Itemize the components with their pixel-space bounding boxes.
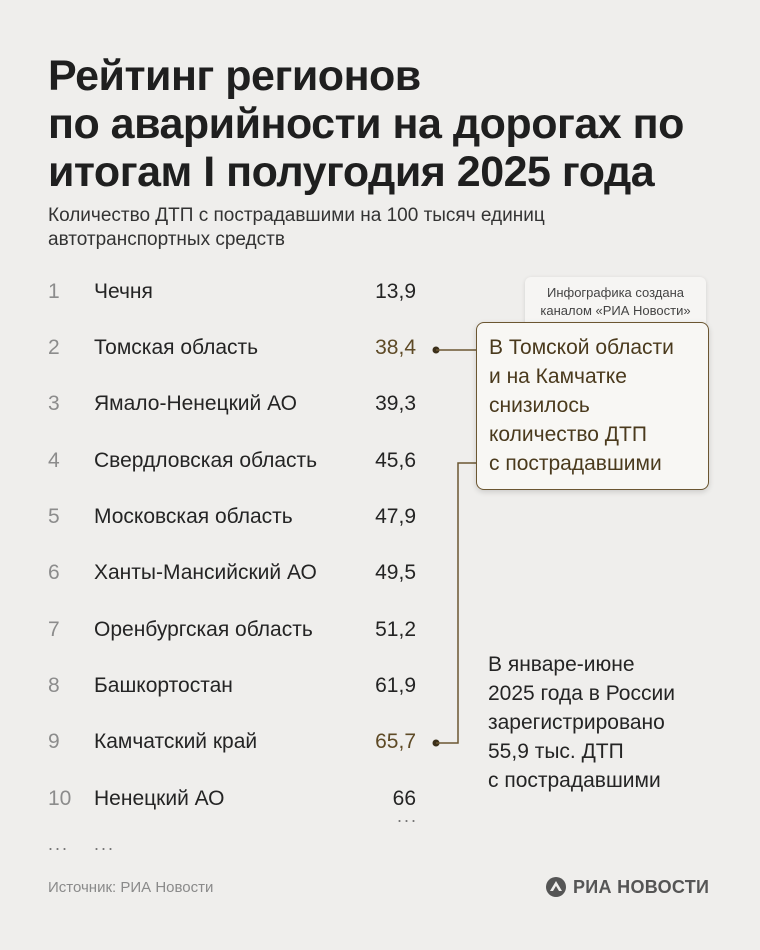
accident-rate: 61,9 xyxy=(375,674,416,697)
callout-line-1: В Томской области xyxy=(489,336,674,359)
region-name: Камчатский край xyxy=(94,730,258,753)
rank-number: 4 xyxy=(48,449,60,472)
region-name: Свердловская область xyxy=(94,449,318,472)
source-label: Источник: РИА Новости xyxy=(48,879,214,896)
note-line-1: В январе-июне xyxy=(488,653,635,676)
ranking-row: 9 Камчатский край 65,7 xyxy=(0,722,440,762)
region-name: Московская область xyxy=(94,505,293,528)
rank-number: 2 xyxy=(48,336,60,359)
ranking-row: 1 Чечня 13,9 xyxy=(0,272,440,312)
rank-ellipsis: ... xyxy=(48,834,70,854)
ranking-row: 2 Томская область 38,4 xyxy=(0,328,440,368)
accident-rate: 38,4 xyxy=(375,336,416,359)
note-line-4: 55,9 тыс. ДТП xyxy=(488,740,624,763)
callout-line-5: с пострадавшими xyxy=(489,452,662,475)
ranking-row: 8 Башкортостан 61,9 xyxy=(0,666,440,706)
rank-number: 10 xyxy=(48,787,72,810)
accident-rate: 13,9 xyxy=(375,280,416,303)
title-line-2: по аварийности на дорогах по xyxy=(48,100,684,148)
rank-number: 9 xyxy=(48,730,60,753)
rank-number: 5 xyxy=(48,505,60,528)
region-ellipsis: ... xyxy=(94,834,116,854)
callout-line-4: количество ДТП xyxy=(489,423,647,446)
ranking-row: 5 Московская область 47,9 xyxy=(0,497,440,537)
ranking-row: 7 Оренбургская область 51,2 xyxy=(0,610,440,650)
note-line-5: с пострадавшими xyxy=(488,769,661,792)
ranking-row: 6 Ханты-Мансийский АО 49,5 xyxy=(0,553,440,593)
ranking-row: 10 Ненецкий АО 66 xyxy=(0,779,440,819)
region-name: Башкортостан xyxy=(94,674,233,697)
value-ellipsis: ... xyxy=(397,806,419,826)
region-name: Оренбургская область xyxy=(94,618,313,641)
rank-number: 1 xyxy=(48,280,60,303)
rank-number: 3 xyxy=(48,392,60,415)
rank-number: 6 xyxy=(48,561,60,584)
title-line-1: Рейтинг регионов xyxy=(48,52,421,100)
brand-name: РИА НОВОСТИ xyxy=(573,876,710,897)
region-name: Ханты-Мансийский АО xyxy=(94,561,317,584)
accident-rate: 47,9 xyxy=(375,505,416,528)
subtitle-line-1: Количество ДТП с пострадавшими на 100 ты… xyxy=(48,205,545,226)
region-name: Томская область xyxy=(94,336,259,359)
region-name: Ненецкий АО xyxy=(94,787,225,810)
ria-logo-icon xyxy=(546,877,566,897)
summary-note: В январе-июне 2025 года в России зарегис… xyxy=(488,650,718,795)
accident-rate: 45,6 xyxy=(375,449,416,472)
note-line-2: 2025 года в России xyxy=(488,682,675,705)
callout-line-3: снизилось xyxy=(489,394,590,417)
accident-rate: 49,5 xyxy=(375,561,416,584)
callout-line-2: и на Камчатке xyxy=(489,365,627,388)
connector-line-kamchatka xyxy=(436,462,476,744)
ranking-row: 4 Свердловская область 45,6 xyxy=(0,441,440,481)
accident-rate: 65,7 xyxy=(375,730,416,753)
ranking-row: 3 Ямало-Ненецкий АО 39,3 xyxy=(0,384,440,424)
title-line-3: итогам I полугодия 2025 года xyxy=(48,148,655,196)
credit-tag-line-2: каналом «РИА Новости» xyxy=(540,303,691,318)
region-name: Чечня xyxy=(94,280,153,303)
rank-number: 8 xyxy=(48,674,60,697)
subtitle-line-2: автотранспортных средств xyxy=(48,229,285,250)
accident-rate: 39,3 xyxy=(375,392,416,415)
note-line-3: зарегистрировано xyxy=(488,711,665,734)
rank-number: 7 xyxy=(48,618,60,641)
brand-logo: РИА НОВОСТИ xyxy=(545,876,709,898)
page-title: Рейтинг регионов по аварийности на дорог… xyxy=(48,52,728,196)
accident-rate: 51,2 xyxy=(375,618,416,641)
accident-rate: 66 xyxy=(392,787,416,810)
subtitle: Количество ДТП с пострадавшими на 100 ты… xyxy=(48,204,728,252)
credit-tag: Инфографика создана каналом «РИА Новости… xyxy=(525,277,706,327)
callout-box: В Томской области и на Камчатке снизилос… xyxy=(476,322,709,490)
region-name: Ямало-Ненецкий АО xyxy=(94,392,297,415)
credit-tag-line-1: Инфографика создана xyxy=(546,285,685,300)
